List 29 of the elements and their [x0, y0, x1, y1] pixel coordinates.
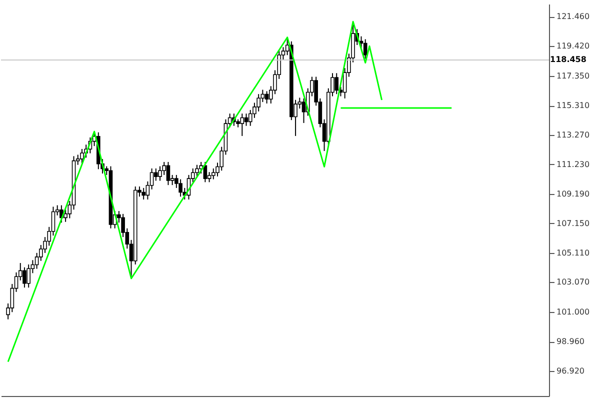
candlestick: [80, 148, 84, 164]
candlestick: [34, 252, 39, 270]
candlestick: [22, 266, 26, 288]
y-tick-label: 109.190: [556, 189, 590, 198]
y-tick-label: 101.000: [556, 308, 590, 317]
y-tick-label: 98.960: [556, 337, 584, 346]
ref-line-label: 118.458: [550, 55, 587, 64]
y-tick-label: 119.420: [556, 42, 590, 51]
candlestick: [158, 166, 162, 182]
line-series: [7, 20, 383, 363]
y-tick-label: 105.110: [556, 248, 590, 258]
candlestick: [240, 113, 244, 136]
y-tick-label: 107.150: [556, 218, 590, 228]
candlestick: [363, 38, 368, 60]
y-tick-label: 96.920: [556, 366, 584, 376]
y-tick-label: 117.350: [556, 72, 590, 81]
y-tick-label: 103.070: [556, 278, 590, 287]
candlestick: [26, 264, 30, 288]
candlestick: [166, 161, 170, 186]
y-tick-label: 113.270: [556, 130, 590, 140]
candlestick: [264, 90, 269, 104]
candlestick: [142, 187, 146, 200]
candlestick: [244, 113, 248, 126]
candlestick: [178, 178, 182, 198]
y-tick-label: 121.460: [556, 12, 590, 22]
candlestick: [154, 168, 158, 182]
y-tick-label: 111.230: [556, 160, 590, 169]
candlestick: [334, 72, 339, 95]
y-tick-label: 115.310: [556, 101, 590, 110]
